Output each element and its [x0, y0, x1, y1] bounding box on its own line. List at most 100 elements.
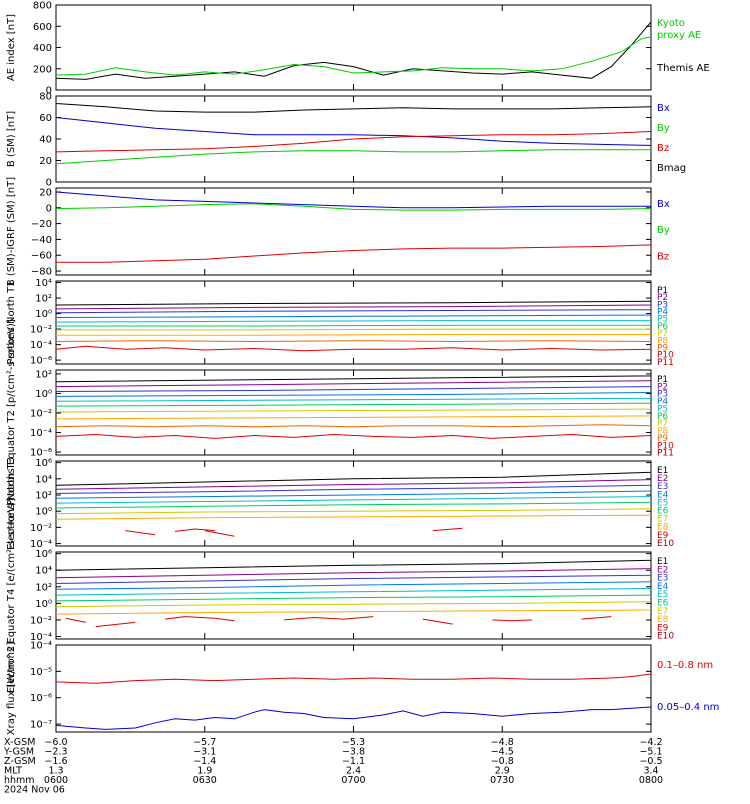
y-tick-label: 20	[39, 156, 52, 167]
y-axis-label: AE index [nT]	[6, 14, 17, 81]
legend-entry: P3	[657, 390, 668, 400]
y-tick-label: 10⁴	[35, 474, 52, 485]
series-line	[56, 673, 651, 684]
legend-entry: P6	[657, 322, 668, 332]
legend-entry: E7	[657, 515, 668, 525]
y-tick-label: −60	[31, 251, 52, 262]
y-tick-label: 0	[46, 178, 52, 189]
y-tick-label: 10⁻⁵	[30, 667, 52, 678]
series-line	[56, 191, 651, 209]
legend-entry: E2	[657, 474, 668, 484]
legend-entry: E4	[657, 582, 669, 592]
legend-entry: E10	[657, 632, 674, 642]
axis-row-value: 0700	[341, 775, 365, 786]
y-tick-label: 10⁶	[35, 549, 52, 560]
y-tick-label: 60	[39, 113, 52, 124]
legend-entry: E9	[657, 623, 669, 633]
axis-row-value: −1.6	[44, 756, 67, 767]
legend-entry: Bx	[657, 199, 670, 210]
legend-entry: P8	[657, 427, 668, 437]
series-segment	[125, 530, 156, 536]
series-group	[56, 300, 651, 352]
series-line	[56, 380, 651, 388]
legend-entry: Bx	[657, 103, 670, 114]
panel-frame	[55, 369, 652, 456]
legend-entry: Bz	[657, 252, 669, 263]
y-tick-label: 10⁻⁴	[30, 632, 52, 643]
y-tick-label: 10⁻⁶	[30, 448, 52, 459]
panel-7: 10⁶ 10⁴ 10² 10⁰ 10⁻² 10⁻⁴ Electrons Equator T4…	[6, 498, 674, 693]
series-line	[56, 415, 651, 420]
axis-row-value: 0800	[639, 775, 663, 786]
legend-entry: P4	[657, 308, 668, 318]
series-segment	[581, 616, 612, 620]
series-group	[56, 559, 651, 628]
series-line	[56, 309, 651, 314]
legend-entry: P5	[657, 315, 668, 325]
series-line	[56, 568, 651, 579]
axis-row-value: −3.1	[193, 747, 216, 758]
y-tick-label: −20	[31, 219, 52, 230]
series-group	[56, 471, 651, 537]
axis-row-value: −2.3	[44, 747, 67, 758]
axis-row-label: Y-GSM	[3, 747, 34, 758]
legend-entry: E7	[657, 607, 668, 617]
series-line	[56, 203, 651, 211]
y-tick-label: 10²	[35, 582, 52, 593]
y-axis-label: B (SM) [nT]	[6, 111, 17, 167]
axis-row-value: −3.8	[342, 747, 365, 758]
panel-8: 10⁻⁴ 10⁻⁵ 10⁻⁶ 10⁻⁷ Xray flux [W/m^2] 0.1–0.8…	[6, 641, 719, 736]
y-tick-label: 10²	[35, 369, 52, 380]
y-tick-label: 10⁻⁴	[30, 340, 52, 351]
series-line	[56, 559, 651, 571]
legend-entry: Bmag	[657, 163, 686, 174]
axis-row-value: 3.4	[643, 766, 658, 777]
legend-entry: 0.05–0.4 nm	[657, 702, 719, 713]
y-tick-label: 10⁻⁴	[30, 428, 52, 439]
y-tick-label: 10⁻⁶	[30, 356, 52, 367]
y-tick-label: −80	[31, 267, 52, 278]
series-line	[56, 324, 651, 327]
y-tick-label: 20	[39, 187, 52, 198]
series-segment	[65, 617, 86, 623]
axis-row-value: −5.3	[342, 737, 365, 748]
y-tick-label: 10⁻²	[30, 408, 52, 419]
legend-entry: P10	[657, 351, 674, 361]
y-tick-label: 10⁴	[35, 566, 52, 577]
legend-entry: proxy AE	[657, 30, 701, 41]
axis-row-value: −0.5	[639, 756, 662, 767]
y-tick-label: 10⁻⁴	[30, 641, 52, 652]
legend-entry: P11	[657, 449, 674, 459]
series-line	[56, 594, 651, 602]
series-line	[56, 484, 651, 494]
legend-entry: P5	[657, 404, 668, 414]
y-tick-label: 0	[46, 203, 52, 214]
series-line	[56, 609, 651, 615]
legend-entry: E9	[657, 531, 669, 541]
y-tick-label: 10⁰	[35, 309, 52, 320]
legend-entry: P8	[657, 336, 668, 346]
series-line	[56, 300, 651, 306]
series-segment	[204, 530, 235, 537]
axis-row-value: −4.2	[639, 737, 662, 748]
series-line	[56, 375, 651, 383]
y-tick-label: −40	[31, 235, 52, 246]
y-tick-label: 400	[33, 43, 52, 54]
panel-frame	[55, 187, 652, 276]
series-group	[56, 103, 651, 165]
legend-entry: P11	[657, 358, 674, 368]
legend-entry: 0.1–0.8 nm	[657, 660, 713, 671]
series-segment	[95, 621, 136, 628]
series-line	[56, 391, 651, 397]
series-segment	[174, 528, 215, 532]
y-tick-label: 10⁰	[35, 507, 52, 518]
series-line	[56, 328, 651, 331]
axis-row-label: hhmm	[4, 775, 35, 786]
legend-entry: P9	[657, 434, 668, 444]
legend-entry: E8	[657, 523, 669, 533]
series-segment	[422, 618, 453, 625]
series-line	[56, 706, 651, 730]
y-axis-label: Protons North T1	[6, 280, 17, 364]
y-tick-label: 600	[33, 22, 52, 33]
